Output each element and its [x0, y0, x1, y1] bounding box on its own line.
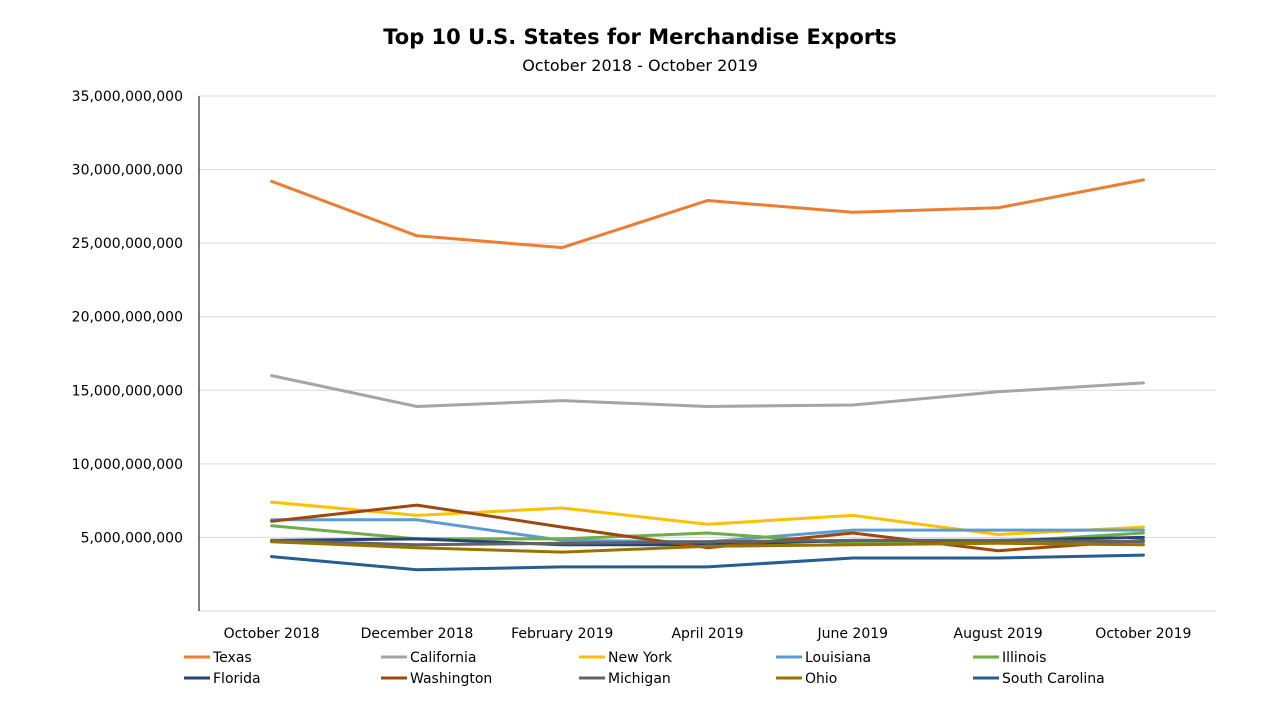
series-line-new-york — [270, 500, 1145, 536]
legend-label: Louisiana — [805, 650, 871, 666]
legend-label: Ohio — [805, 671, 837, 687]
series-lines — [270, 178, 1145, 572]
y-axis-ticks: 35,000,000,000 30,000,000,000 25,000,000,0… — [72, 89, 183, 546]
legend-item: Illinois — [973, 650, 1046, 666]
chart-subtitle: October 2018 - October 2019 — [522, 56, 758, 75]
y-tick-label: 10,000,000,000 — [72, 457, 183, 473]
series-line-texas — [270, 178, 1145, 250]
y-tick-label: 20,000,000,000 — [72, 310, 183, 326]
legend-item: Michigan — [579, 671, 671, 687]
gridlines — [199, 95, 1216, 612]
legend-item: Florida — [184, 671, 261, 687]
legend-label: South Carolina — [1002, 671, 1105, 687]
legend-item: California — [381, 650, 476, 666]
x-axis-ticks: October 2018 December 2018 February 2019 Ap… — [224, 626, 1192, 642]
x-tick-label: June 2019 — [816, 626, 888, 642]
y-tick-label: 35,000,000,000 — [72, 89, 183, 105]
chart-title: Top 10 U.S. States for Merchandise Expor… — [383, 25, 897, 49]
x-tick-label: October 2018 — [224, 626, 320, 642]
x-tick-label: February 2019 — [511, 626, 613, 642]
legend-item: Louisiana — [776, 650, 871, 666]
legend-label: New York — [608, 650, 673, 666]
y-tick-label: 25,000,000,000 — [72, 236, 183, 252]
legend-item: Washington — [381, 671, 492, 687]
x-tick-label: October 2019 — [1095, 626, 1191, 642]
legend: Texas California New York Louisiana Illinois… — [184, 650, 1105, 687]
y-tick-label: 30,000,000,000 — [72, 163, 183, 179]
legend-item: New York — [579, 650, 673, 666]
legend-label: Texas — [212, 650, 252, 666]
legend-item: Ohio — [776, 671, 837, 687]
y-tick-label: 15,000,000,000 — [72, 383, 183, 399]
series-line-michigan — [270, 538, 1145, 547]
legend-item: South Carolina — [973, 671, 1105, 687]
x-tick-label: August 2019 — [954, 626, 1043, 642]
x-tick-label: December 2018 — [361, 626, 474, 642]
series-line-california — [270, 374, 1145, 408]
legend-label: Illinois — [1002, 650, 1046, 666]
y-tick-label: 5,000,000,000 — [81, 530, 183, 546]
legend-label: Michigan — [608, 671, 671, 687]
x-tick-label: April 2019 — [671, 626, 743, 642]
legend-label: Washington — [410, 671, 492, 687]
legend-item: Texas — [184, 650, 252, 666]
series-line-ohio — [270, 540, 1145, 554]
series-line-south-carolina — [270, 553, 1145, 572]
legend-label: California — [410, 650, 476, 666]
legend-label: Florida — [213, 671, 261, 687]
